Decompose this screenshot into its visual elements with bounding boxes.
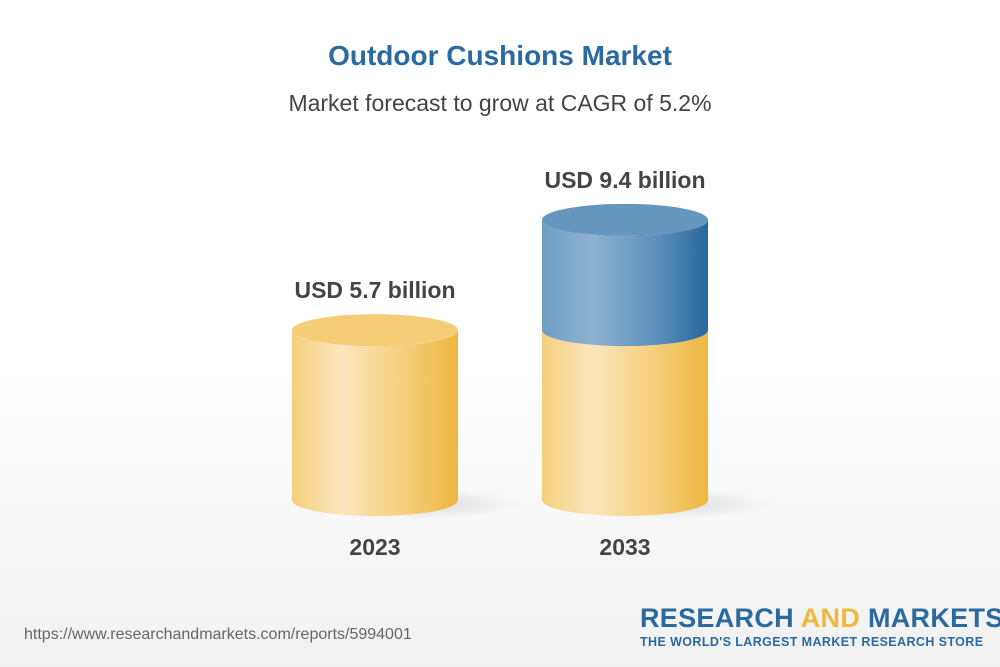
- chart-subtitle: Market forecast to grow at CAGR of 5.2%: [288, 90, 712, 116]
- data-label: USD 5.7 billion: [294, 277, 455, 303]
- category-label: 2033: [599, 534, 650, 560]
- report-url[interactable]: https://www.researchandmarkets.com/repor…: [24, 626, 412, 643]
- research-and-markets-logo: RESEARCH AND MARKETS THE WORLD'S LARGEST…: [640, 603, 1000, 649]
- category-label: 2023: [349, 534, 400, 560]
- cylinder-base-segment: [292, 330, 458, 516]
- cylinder-top: [542, 203, 708, 236]
- cylinder-top: [292, 314, 458, 347]
- cylinder-base-segment: [542, 330, 708, 516]
- cylinder-growth-segment: [542, 219, 708, 347]
- data-label: USD 9.4 billion: [544, 167, 705, 193]
- chart-title: Outdoor Cushions Market: [328, 40, 672, 71]
